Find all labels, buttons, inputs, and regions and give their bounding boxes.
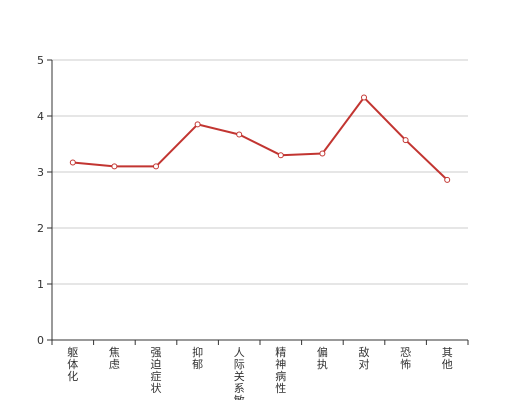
series-line xyxy=(72,96,448,181)
x-tick-label: 敌对 xyxy=(359,345,370,371)
data-point xyxy=(111,163,118,170)
data-point xyxy=(236,131,243,138)
x-tick-label: 焦虑 xyxy=(109,346,120,371)
y-tick-label: 4 xyxy=(37,110,44,123)
data-point xyxy=(153,163,159,170)
data-point xyxy=(361,94,367,101)
x-tick-label: 偏执 xyxy=(317,345,328,371)
data-point xyxy=(444,176,451,183)
data-point xyxy=(277,152,284,159)
x-tick-label: 人际关系敏感 xyxy=(234,346,245,400)
x-axis: 躯体化 焦虑 强迫症状 抑郁 人际关系敏感 精神病性 偏执 敌对 恐怖 其他 xyxy=(51,339,469,400)
y-tick-label: 3 xyxy=(37,166,44,179)
y-tick-label: 5 xyxy=(37,54,44,67)
x-tick-label: 恐怖 xyxy=(400,346,411,371)
y-axis: 0 1 2 3 4 5 xyxy=(37,54,53,347)
y-tick-label: 2 xyxy=(37,222,44,235)
y-tick-label: 1 xyxy=(37,278,44,291)
gridlines xyxy=(52,59,468,285)
data-point xyxy=(194,121,201,128)
series-layer xyxy=(69,94,451,183)
x-tick-label: 精神病性 xyxy=(275,346,286,395)
data-point xyxy=(402,137,409,144)
y-tick-label: 0 xyxy=(37,334,44,347)
x-tick-label: 躯体化 xyxy=(67,346,78,383)
data-point xyxy=(69,159,76,166)
data-point xyxy=(319,150,326,157)
x-tick-label: 强迫症状 xyxy=(151,346,162,395)
x-tick-label: 其他 xyxy=(442,346,453,371)
x-tick-label: 抑郁 xyxy=(192,345,203,371)
